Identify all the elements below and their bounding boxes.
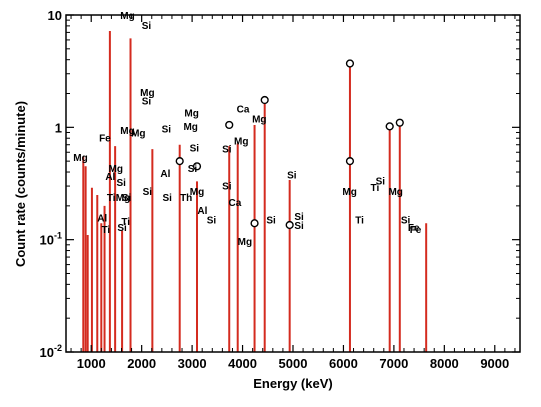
x-tick-label: 6000 [329, 356, 358, 371]
peak-label: Ti [355, 215, 364, 226]
peak-label: Si [142, 21, 152, 32]
x-tick-label: 1000 [77, 356, 106, 371]
oxygen-circle-marker [175, 157, 184, 166]
peak-label: Ti [107, 193, 116, 204]
y-tick-label: 10-1 [40, 231, 62, 248]
peak-label: Mg [190, 187, 204, 198]
peak-label: Mg [234, 137, 248, 148]
peak-label: Ca [237, 105, 250, 116]
peak-label: Al [197, 206, 207, 217]
oxygen-circle-marker [385, 122, 394, 131]
y-axis-ticks: 10-2 10-1 1 10 [40, 8, 520, 360]
x-axis-title: Energy (keV) [253, 376, 332, 391]
peak-label: Mg [116, 193, 130, 204]
peak-label: Mg [120, 126, 134, 137]
peak-label: Mg [184, 108, 198, 119]
peak-label: Si [222, 144, 232, 155]
x-axis-ticks: 1000 2000 3000 4000 5000 6000 7000 8000 9000 [70, 15, 516, 371]
oxygen-circle-marker [345, 157, 355, 166]
peak-label: Mg [109, 164, 123, 175]
oxygen-circle-marker [260, 95, 269, 105]
peak-label: Si [116, 178, 126, 189]
peak-label: Si [143, 187, 153, 198]
peak-label: Si [294, 221, 304, 232]
peak-label: Si [142, 96, 152, 107]
peak-label: Mg [131, 128, 145, 139]
peak-label: Al [105, 172, 115, 183]
plot-area [66, 15, 520, 352]
peak-label: Si [162, 124, 172, 135]
peak-label: Fe [410, 225, 422, 236]
peak-label: Mg [342, 187, 356, 198]
peak-label: Si [162, 193, 172, 204]
peak-label: Ti [371, 183, 380, 194]
peak-label: Ti [121, 217, 130, 228]
oxygen-circle-marker [225, 120, 234, 130]
peak-label: Al [97, 214, 107, 225]
peak-label: Ca [229, 198, 242, 209]
peak-label: Al [160, 169, 170, 180]
oxygen-circle-marker [395, 118, 404, 127]
y-tick-label: 10-2 [40, 343, 62, 360]
peak-label: Si [376, 176, 386, 187]
peak-label: Mg [140, 88, 154, 99]
peak-label: Si [294, 212, 304, 223]
oxygen-circle-marker [285, 220, 294, 230]
peak-label: Si [207, 215, 217, 226]
peak-label: Fe [408, 223, 420, 234]
peak-label: Mg [73, 153, 87, 164]
peak-label: Mg [183, 122, 197, 133]
x-tick-label: 4000 [228, 356, 257, 371]
peak-label: Si [266, 215, 276, 226]
x-tick-label: 8000 [430, 356, 459, 371]
circle-markers [175, 59, 404, 230]
x-tick-label: 3000 [178, 356, 207, 371]
x-tick-label: 9000 [480, 356, 509, 371]
peak-label: Ti [101, 225, 110, 236]
y-axis-title: Count rate (counts/minute) [13, 101, 28, 267]
oxygen-circle-marker [345, 59, 355, 68]
oxygen-circle-marker [192, 162, 202, 171]
x-tick-label: 2000 [127, 356, 156, 371]
peak-label: Mg [252, 115, 266, 126]
oxygen-circle-marker [250, 219, 259, 228]
y-tick-label: 10 [48, 8, 62, 23]
peak-bars [82, 31, 428, 352]
peak-label: Mg [120, 11, 134, 22]
peak-label: Si [190, 143, 200, 154]
peak-label: Mg [388, 187, 402, 198]
peak-label: Fe [99, 133, 111, 144]
peak-label: Mg [238, 237, 252, 248]
peak-label: Si [287, 171, 297, 182]
peak-label: Si [117, 223, 127, 234]
peak-label: Si [222, 181, 232, 192]
peak-label: Si [188, 164, 198, 175]
peak-label: Si [401, 215, 411, 226]
peak-label: Si [122, 193, 132, 204]
y-tick-label: 1 [55, 120, 62, 135]
x-tick-label: 5000 [279, 356, 308, 371]
x-tick-label: 7000 [379, 356, 408, 371]
peak-label: Th [180, 193, 192, 204]
